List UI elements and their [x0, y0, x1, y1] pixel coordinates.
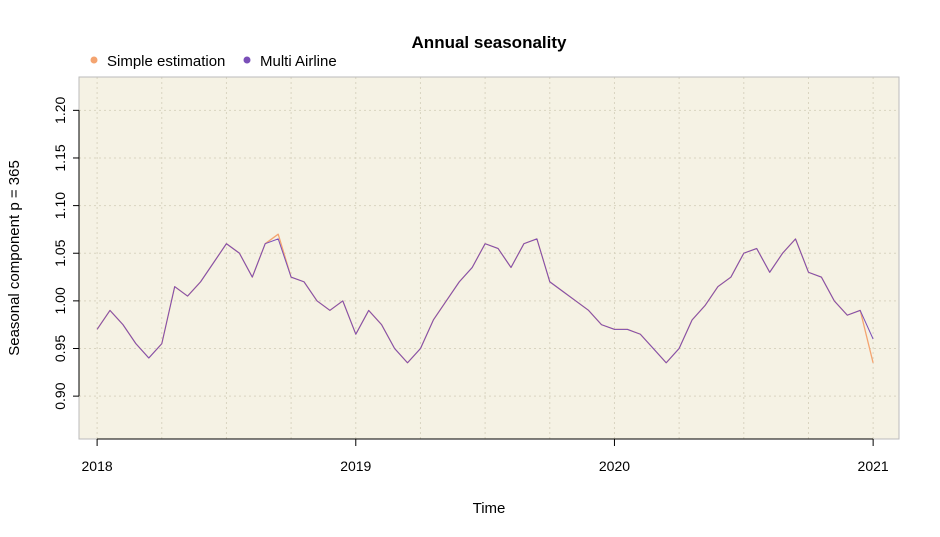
y-axis-title: Seasonal component p = 365: [6, 160, 23, 356]
legend-label-multi-airline: Multi Airline: [260, 53, 337, 70]
x-tick-label: 2020: [599, 458, 630, 474]
legend-marker-multi-airline: [243, 56, 251, 64]
y-tick-label: 1.20: [52, 97, 68, 124]
legend: Simple estimation Multi Airline: [90, 53, 337, 70]
grid: [79, 77, 899, 439]
legend-label-simple-estimation: Simple estimation: [107, 53, 225, 70]
x-axis-title: Time: [473, 500, 506, 517]
y-tick-label: 1.00: [52, 287, 68, 314]
y-tick-label: 1.05: [52, 239, 68, 266]
y-tick-label: 0.90: [52, 382, 68, 409]
x-axis: 2018 2019 2020 2021: [82, 438, 889, 474]
x-tick-label: 2018: [82, 458, 113, 474]
x-tick-label: 2019: [340, 458, 371, 474]
y-tick-label: 1.15: [52, 144, 68, 171]
y-tick-label: 1.10: [52, 192, 68, 219]
x-tick-label: 2021: [858, 458, 889, 474]
chart-title: Annual seasonality: [412, 33, 567, 52]
legend-marker-simple-estimation: [90, 56, 98, 64]
y-axis: 0.90 0.95 1.00 1.05 1.10 1.15 1.20: [52, 97, 80, 410]
series-layer: [96, 233, 874, 364]
y-tick-label: 0.95: [52, 335, 68, 362]
series-line-multi-airline: [96, 238, 874, 364]
plot-background: [79, 77, 899, 439]
